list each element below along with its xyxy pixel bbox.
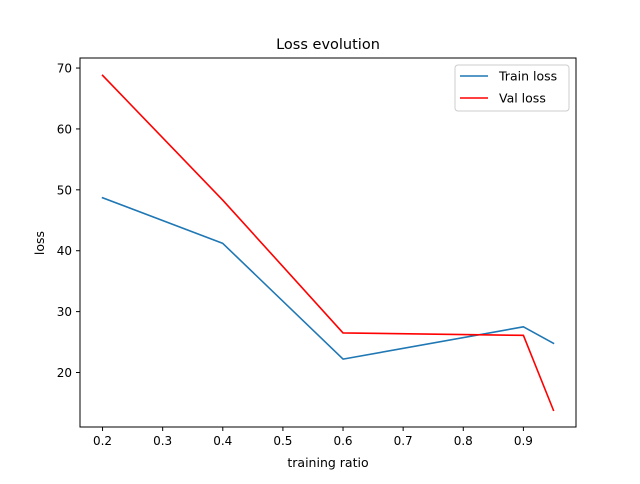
x-tick-label: 0.7	[394, 434, 413, 448]
legend-label-val-loss: Val loss	[499, 91, 546, 106]
legend-label-train-loss: Train loss	[498, 69, 557, 84]
y-axis-label: loss	[32, 231, 47, 255]
y-tick-label: 70	[57, 62, 72, 76]
x-tick-label: 0.6	[333, 434, 352, 448]
y-tick-label: 60	[57, 122, 72, 136]
y-tick-label: 30	[57, 305, 72, 319]
y-tick-label: 20	[57, 366, 72, 380]
y-tick-label: 40	[57, 244, 72, 258]
legend: Train loss Val loss	[455, 65, 569, 111]
x-tick-label: 0.4	[213, 434, 232, 448]
x-tick-label: 0.3	[153, 434, 172, 448]
chart-title: Loss evolution	[276, 37, 380, 53]
y-tick-label: 50	[57, 183, 72, 197]
x-tick-label: 0.5	[273, 434, 292, 448]
x-tick-label: 0.2	[93, 434, 112, 448]
x-axis-label: training ratio	[287, 455, 368, 470]
x-tick-label: 0.9	[514, 434, 533, 448]
x-tick-label: 0.8	[454, 434, 473, 448]
